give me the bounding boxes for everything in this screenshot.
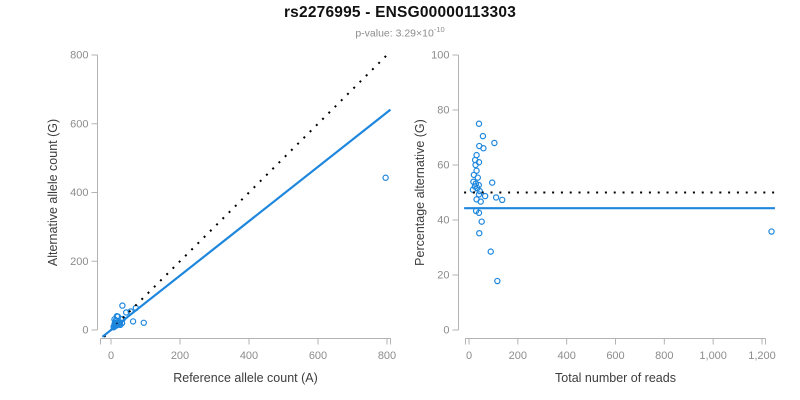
data-point — [469, 186, 477, 193]
y-axis: 0 200 400 600 800 — [70, 50, 98, 337]
x-axis: 0 200 400 600 800 1,000 1,200 — [465, 338, 776, 362]
regression-line — [101, 108, 392, 338]
data-points — [110, 174, 389, 331]
x-tick-label: 1,200 — [748, 350, 776, 362]
x-axis-title: Total number of reads — [555, 371, 676, 385]
data-point — [488, 179, 496, 186]
y-axis-title: Alternative allele count (G) — [46, 119, 60, 266]
y-axis-title: Percentage alternative (G) — [413, 119, 427, 266]
x-tick-label: 600 — [606, 350, 624, 362]
data-point — [487, 248, 494, 255]
data-point — [140, 319, 147, 326]
y-axis: 0 20 40 60 80 100 — [431, 50, 459, 337]
x-tick-label: 400 — [240, 350, 258, 362]
x-tick-label: 800 — [378, 350, 396, 362]
x-tick-label: 400 — [557, 350, 575, 362]
data-point — [477, 198, 484, 205]
data-point — [119, 302, 126, 309]
p-value-exponent: -10 — [433, 25, 445, 34]
p-value-subtitle: p-value: 3.29×10-10 — [0, 25, 800, 40]
y-tick-label: 80 — [437, 105, 449, 117]
data-points — [469, 120, 775, 285]
y-tick-label: 400 — [70, 187, 88, 199]
data-point — [129, 318, 137, 325]
percentage-scatter: 0 20 40 60 80 100 Percentage alternative (G) 0 2… — [413, 50, 776, 386]
x-tick-label: 200 — [171, 350, 189, 362]
x-axis: 0 200 400 600 800 — [100, 338, 396, 362]
x-tick-label: 1,000 — [699, 350, 727, 362]
data-point — [475, 191, 483, 198]
identity-line — [103, 54, 388, 338]
y-tick-label: 40 — [437, 215, 449, 227]
data-point — [481, 192, 489, 200]
data-point — [478, 218, 485, 225]
x-tick-label: 200 — [509, 350, 527, 362]
data-point — [475, 209, 483, 217]
data-point — [476, 187, 483, 195]
x-tick-label: 800 — [655, 350, 673, 362]
data-point — [474, 174, 481, 181]
p-value-text: p-value: 3.29×10 — [355, 27, 434, 40]
data-point — [499, 196, 506, 204]
y-tick-label: 200 — [70, 256, 88, 268]
data-point — [472, 161, 479, 169]
data-point — [476, 229, 483, 237]
data-point — [475, 181, 482, 189]
data-point — [382, 174, 389, 181]
y-tick-label: 800 — [70, 50, 88, 62]
y-tick-label: 100 — [431, 50, 449, 62]
y-tick-label: 60 — [437, 160, 449, 172]
y-tick-label: 20 — [437, 270, 449, 282]
x-tick-label: 0 — [466, 350, 472, 362]
y-tick-label: 0 — [443, 325, 449, 337]
allele-count-scatter: 0 200 400 600 800 Alternative allele count (G… — [46, 50, 396, 386]
y-tick-label: 600 — [70, 118, 88, 130]
data-point — [475, 120, 483, 127]
figure-title: rs2276995 - ENSG00000113303 — [283, 4, 517, 21]
data-point — [479, 132, 487, 140]
data-point — [480, 145, 487, 152]
data-point — [494, 277, 501, 285]
x-tick-label: 600 — [309, 350, 327, 362]
y-tick-label: 0 — [82, 325, 88, 337]
data-point — [491, 139, 498, 147]
data-point — [768, 228, 775, 235]
x-tick-label: 0 — [108, 350, 114, 362]
data-point — [492, 194, 500, 201]
x-axis-title: Reference allele count (A) — [173, 371, 318, 385]
